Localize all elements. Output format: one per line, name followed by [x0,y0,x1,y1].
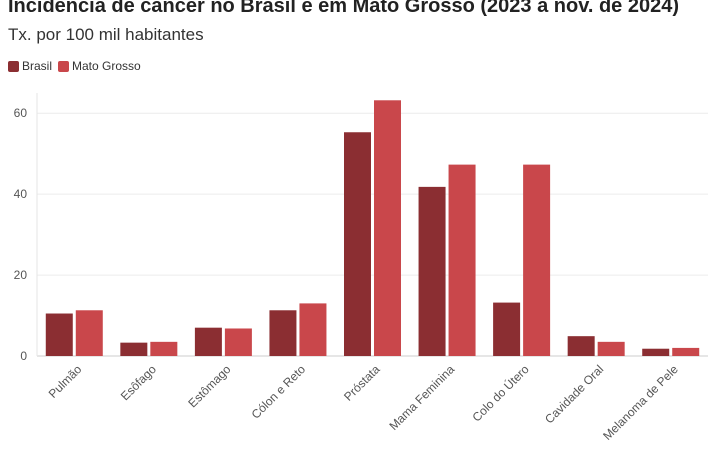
legend-label-mato-grosso: Mato Grosso [72,59,141,73]
bar-brasil-prostata [344,132,371,356]
legend-item-brasil: Brasil [8,59,52,73]
x-tick-label-estomago: Estômago [185,362,233,410]
x-tick-label-melanoma-de-pele: Melanoma de Pele [600,362,681,443]
legend-label-brasil: Brasil [22,59,53,73]
bar-brasil-esofago [120,342,148,356]
chart-title: Incidência de câncer no Brasil e em Mato… [8,0,680,17]
legend-swatch-brasil [8,60,19,72]
bars [45,100,700,356]
bar-mato-grosso-colo-do-utero [523,164,551,356]
legend-swatch-mato-grosso [58,60,70,72]
y-axis: 0 20 40 60 [14,106,28,363]
bar-mato-grosso-prostata [374,100,401,356]
x-tick-label-esofago: Esôfago [118,362,159,403]
legend: Brasil Mato Grosso [8,59,147,73]
x-axis: Pulmão Esôfago Estômago Cólon e Reto Próstat… [46,361,681,443]
legend-item-mato-grosso: Mato Grosso [58,59,141,73]
x-tick-label-pulmao: Pulmão [46,362,85,401]
bar-brasil-estomago [194,327,222,356]
bar-brasil-melanoma-de-pele [642,348,670,356]
y-tick-label: 20 [14,268,28,282]
bar-mato-grosso-mama-feminina [448,164,476,356]
gridlines [36,93,708,357]
bar-brasil-colo-do-utero [493,302,521,356]
x-tick-label-prostata: Próstata [341,362,383,404]
x-tick-label-colon-e-reto: Cólon e Reto [249,362,309,422]
bar-brasil-pulmao [45,313,73,356]
y-tick-label: 60 [14,106,28,120]
bar-mato-grosso-cavidade-oral [597,341,625,356]
bar-mato-grosso-estomago [224,328,252,356]
x-tick-label-cavidade-oral: Cavidade Oral [542,362,606,426]
bar-mato-grosso-colon-e-reto [299,303,327,356]
y-tick-label: 0 [20,349,27,363]
bar-brasil-mama-feminina [418,186,446,356]
bar-mato-grosso-pulmao [75,310,103,356]
x-tick-label-colo-do-utero: Colo do Útero [469,361,532,424]
x-tick-label-mama-feminina: Mama Feminina [386,362,457,433]
bar-brasil-cavidade-oral [567,336,595,356]
y-tick-label: 40 [14,187,28,201]
bar-mato-grosso-melanoma-de-pele [672,347,700,356]
bar-mato-grosso-esofago [150,341,178,356]
bar-brasil-colon-e-reto [269,310,297,356]
chart-subtitle: Tx. por 100 mil habitantes [8,25,204,44]
